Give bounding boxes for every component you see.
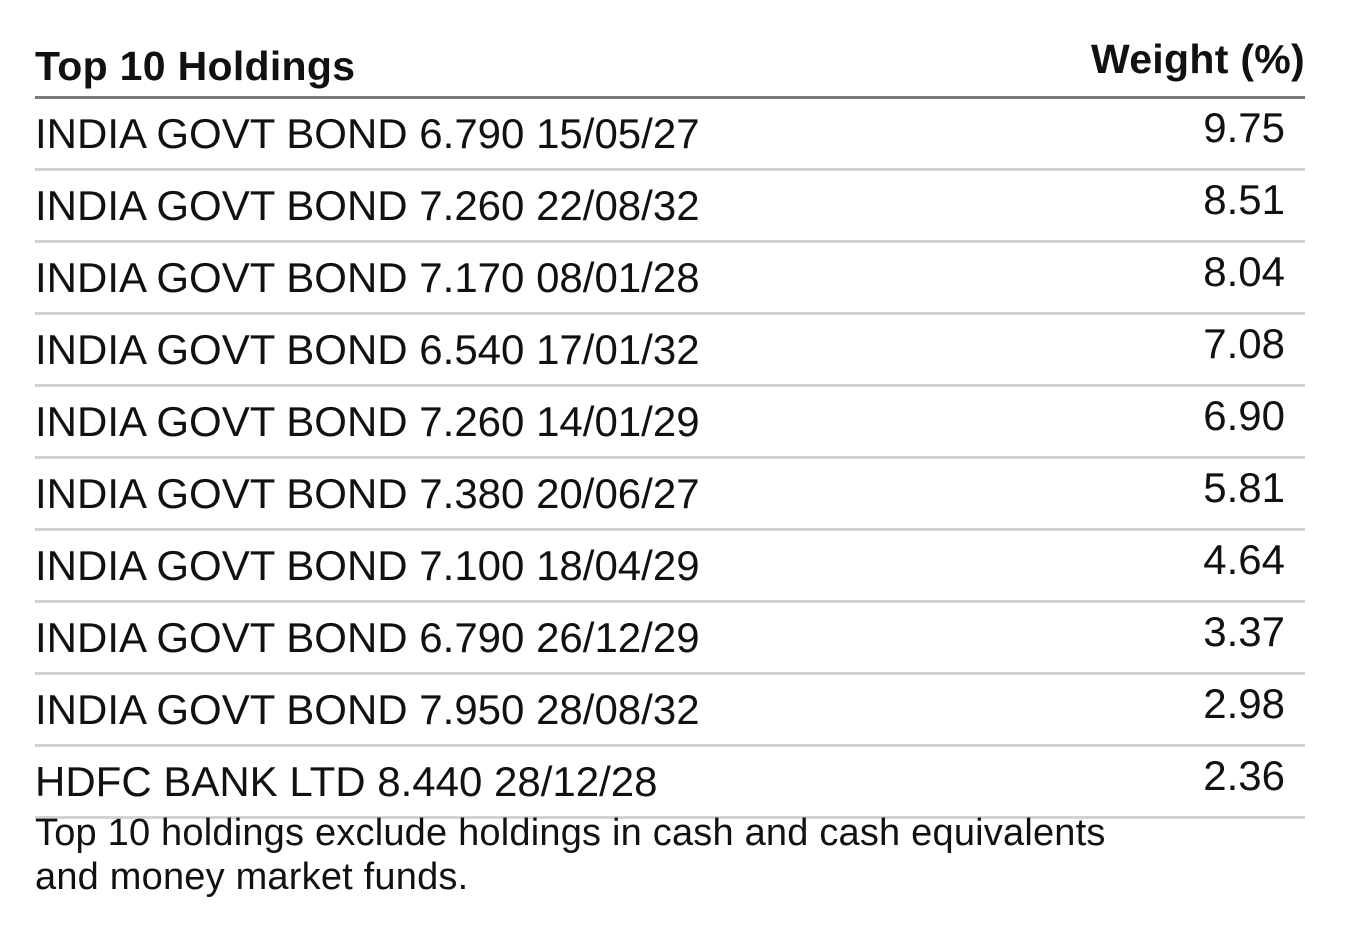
holding-name: INDIA GOVT BOND 7.170 08/01/28 <box>35 254 700 301</box>
table-header: Top 10 Holdings Weight (%) <box>35 30 1305 99</box>
table-row: INDIA GOVT BOND 6.540 17/01/32 7.08 <box>35 315 1305 387</box>
holding-name: INDIA GOVT BOND 6.790 15/05/27 <box>35 110 700 157</box>
holding-name: INDIA GOVT BOND 7.380 20/06/27 <box>35 470 700 517</box>
holding-weight: 7.08 <box>1203 320 1285 367</box>
holding-name: INDIA GOVT BOND 6.790 26/12/29 <box>35 614 700 661</box>
holding-name: INDIA GOVT BOND 7.260 22/08/32 <box>35 182 700 229</box>
table-row: INDIA GOVT BOND 7.260 14/01/29 6.90 <box>35 387 1305 459</box>
table-row: INDIA GOVT BOND 7.260 22/08/32 8.51 <box>35 171 1305 243</box>
holding-weight: 8.51 <box>1203 176 1285 223</box>
holding-weight: 6.90 <box>1203 392 1285 439</box>
top-holdings-table: Top 10 Holdings Weight (%) INDIA GOVT BO… <box>35 30 1305 819</box>
holding-weight: 2.98 <box>1203 680 1285 727</box>
holding-weight: 9.75 <box>1203 104 1285 151</box>
holding-weight: 3.37 <box>1203 608 1285 655</box>
footnote-line: and money market funds. <box>35 856 469 898</box>
holding-weight: 4.64 <box>1203 536 1285 583</box>
holding-weight: 8.04 <box>1203 248 1285 295</box>
holding-weight: 5.81 <box>1203 464 1285 511</box>
table-row: INDIA GOVT BOND 6.790 15/05/27 9.75 <box>35 99 1305 171</box>
table-title: Top 10 Holdings <box>35 43 356 89</box>
holding-name: HDFC BANK LTD 8.440 28/12/28 <box>35 758 658 805</box>
weight-column-header: Weight (%) <box>1090 36 1305 82</box>
holding-name: INDIA GOVT BOND 7.950 28/08/32 <box>35 686 700 733</box>
table-row: INDIA GOVT BOND 7.950 28/08/32 2.98 <box>35 675 1305 747</box>
table-row: INDIA GOVT BOND 7.380 20/06/27 5.81 <box>35 459 1305 531</box>
footnote-line: Top 10 holdings exclude holdings in cash… <box>35 812 1106 854</box>
table-row: INDIA GOVT BOND 7.170 08/01/28 8.04 <box>35 243 1305 315</box>
holding-name: INDIA GOVT BOND 7.100 18/04/29 <box>35 542 700 589</box>
table-row: INDIA GOVT BOND 7.100 18/04/29 4.64 <box>35 531 1305 603</box>
holding-name: INDIA GOVT BOND 7.260 14/01/29 <box>35 398 700 445</box>
table-row: HDFC BANK LTD 8.440 28/12/28 2.36 <box>35 747 1305 819</box>
footnote: Top 10 holdings exclude holdings in cash… <box>35 811 1305 899</box>
holding-weight: 2.36 <box>1203 752 1285 799</box>
table-row: INDIA GOVT BOND 6.790 26/12/29 3.37 <box>35 603 1305 675</box>
holding-name: INDIA GOVT BOND 6.540 17/01/32 <box>35 326 700 373</box>
